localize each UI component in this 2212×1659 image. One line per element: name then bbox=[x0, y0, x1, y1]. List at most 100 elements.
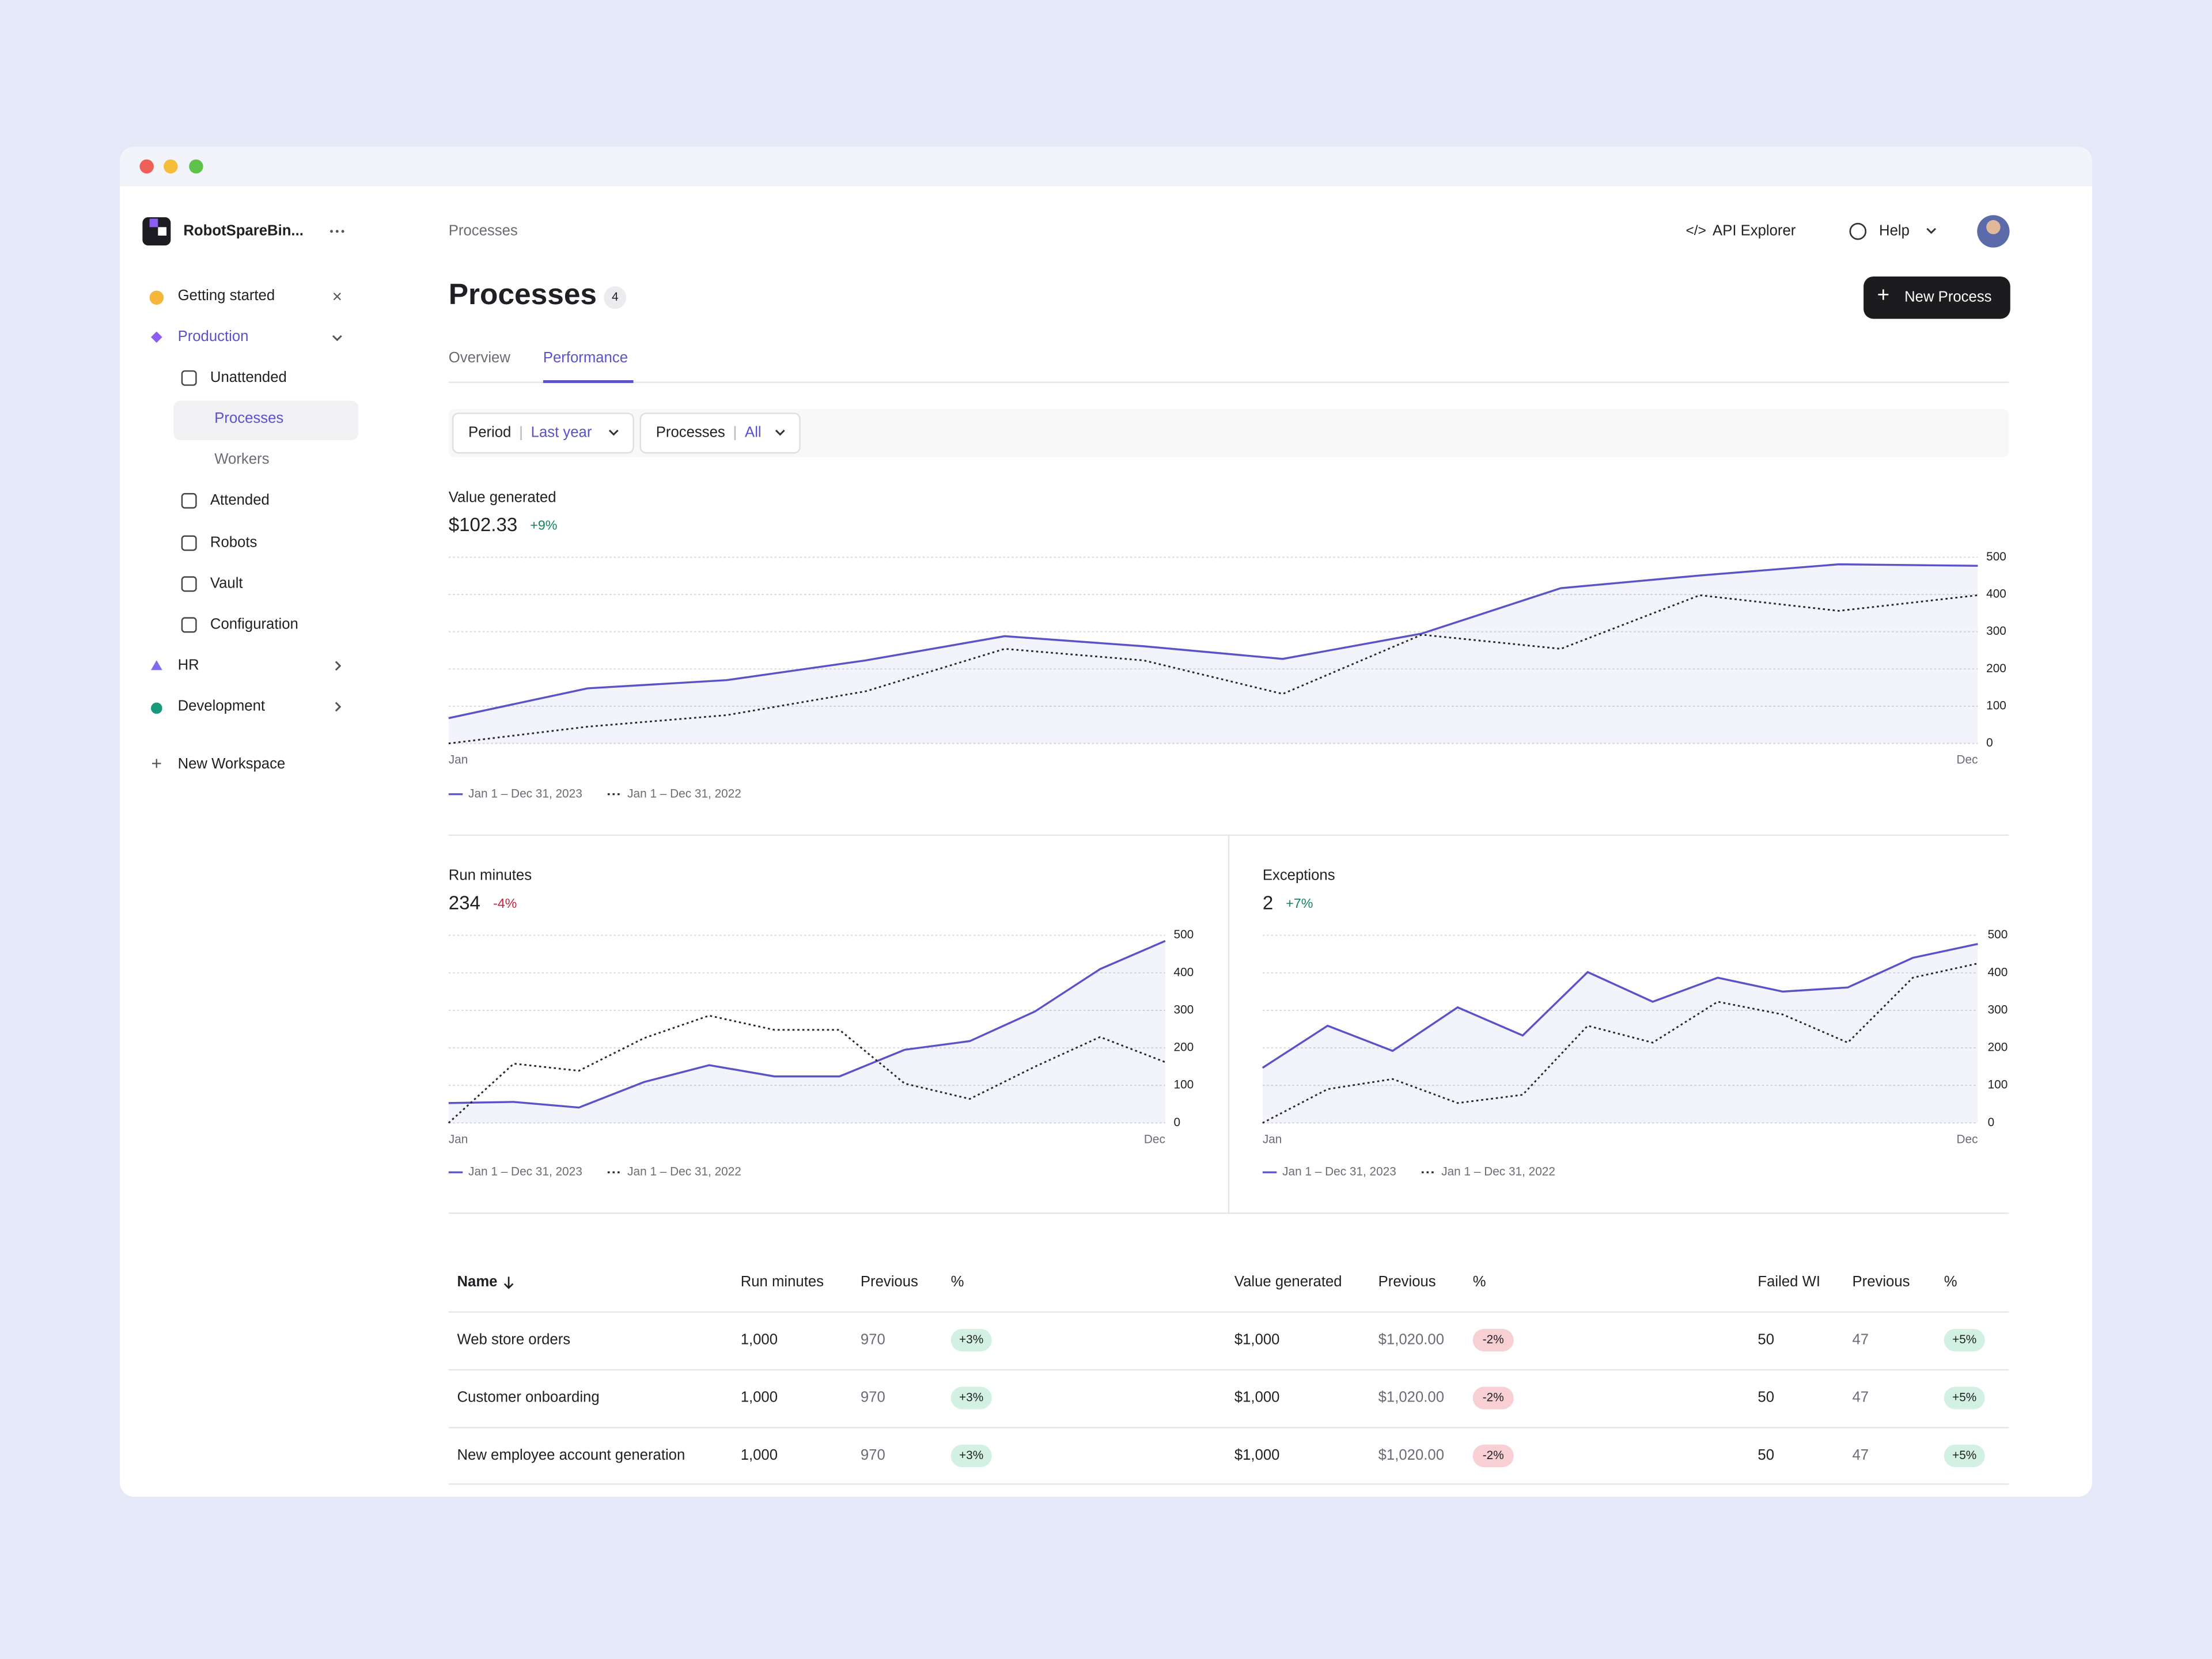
chart-title: Value generated bbox=[449, 489, 556, 505]
change-value: -2% bbox=[1483, 1391, 1504, 1404]
active-item-bg bbox=[173, 400, 359, 441]
nav-item[interactable]: Unattended bbox=[210, 369, 287, 385]
nav-item[interactable]: Robots bbox=[210, 535, 257, 551]
cell: $1,020.00 bbox=[1378, 1331, 1444, 1347]
nav-item[interactable]: Processes bbox=[214, 410, 283, 426]
nav-item[interactable]: HR bbox=[178, 657, 199, 673]
change-pill bbox=[950, 1328, 992, 1352]
page-title: Processes bbox=[449, 277, 597, 310]
y-tick-label: 200 bbox=[1174, 1041, 1194, 1054]
minimize-button[interactable] bbox=[164, 159, 178, 174]
chevron bbox=[335, 661, 342, 671]
column-header: Failed WI bbox=[1758, 1274, 1820, 1290]
nav-item[interactable]: New Workspace bbox=[178, 756, 286, 772]
change-pill bbox=[950, 1387, 992, 1410]
window bbox=[120, 146, 2092, 1497]
count: 4 bbox=[612, 290, 619, 304]
plus-icon: + bbox=[1877, 283, 1889, 306]
y-tick-label: 0 bbox=[1174, 1116, 1181, 1129]
change-pill bbox=[1944, 1387, 1985, 1410]
nav-icon bbox=[181, 493, 197, 509]
y-tick-label: 400 bbox=[1988, 965, 2008, 979]
column-header[interactable]: Name bbox=[457, 1274, 497, 1290]
nav-item[interactable]: Getting started bbox=[178, 287, 275, 304]
cell: $1,020.00 bbox=[1378, 1447, 1444, 1463]
filter-value: Last year bbox=[531, 425, 592, 441]
column-header: Previous bbox=[1853, 1274, 1910, 1290]
filter-dropdown[interactable] bbox=[452, 412, 634, 454]
cell: 1,000 bbox=[741, 1389, 778, 1406]
api-explorer[interactable]: API Explorer bbox=[1713, 222, 1796, 238]
chart-change: +7% bbox=[1286, 896, 1313, 911]
workspace-name[interactable]: RobotSpareBin... bbox=[183, 222, 303, 238]
x-tick-label: Dec bbox=[1144, 1132, 1165, 1146]
zoom-button[interactable] bbox=[189, 159, 203, 174]
y-tick-label: 500 bbox=[1986, 550, 2006, 563]
line bbox=[448, 594, 1978, 745]
more-icon[interactable] bbox=[330, 230, 344, 233]
legend-label: Jan 1 – Dec 31, 2022 bbox=[1441, 1165, 1555, 1179]
cell: 47 bbox=[1853, 1447, 1869, 1463]
area bbox=[448, 941, 1165, 1123]
plus-icon: + bbox=[151, 753, 162, 774]
nav-item[interactable]: Development bbox=[178, 698, 265, 714]
legend-label: Jan 1 – Dec 31, 2022 bbox=[627, 787, 741, 800]
x-tick-label: Dec bbox=[1956, 753, 1978, 767]
cell[interactable]: Customer onboarding bbox=[457, 1389, 599, 1406]
dot-icon bbox=[151, 702, 162, 714]
cell: 1,000 bbox=[741, 1331, 778, 1347]
chart-value: 2 bbox=[1263, 893, 1273, 914]
cell[interactable]: New employee account generation bbox=[457, 1447, 685, 1463]
chart-title: Exceptions bbox=[1263, 868, 1335, 884]
line bbox=[1262, 942, 1978, 1069]
y-tick-label: 200 bbox=[1988, 1041, 2008, 1054]
api-icon: </> bbox=[1686, 223, 1706, 238]
cell: 50 bbox=[1758, 1447, 1774, 1463]
cell: 47 bbox=[1853, 1331, 1869, 1347]
chevron bbox=[332, 335, 342, 342]
new-process-button[interactable] bbox=[1863, 276, 2010, 319]
y-tick-label: 300 bbox=[1988, 1003, 2008, 1016]
cell[interactable]: Web store orders bbox=[457, 1331, 570, 1347]
nav-item[interactable]: Attended bbox=[210, 492, 270, 508]
sort-icon bbox=[503, 1277, 514, 1289]
nav-icon bbox=[181, 576, 197, 592]
cell: 970 bbox=[861, 1389, 885, 1406]
cell: $1,020.00 bbox=[1378, 1389, 1444, 1406]
title-bar bbox=[120, 146, 2092, 187]
nav-item[interactable]: Production bbox=[178, 328, 249, 344]
new-process-label: New Process bbox=[1904, 289, 1991, 305]
chart-change: -4% bbox=[493, 896, 517, 911]
tab[interactable]: Overview bbox=[449, 350, 511, 366]
breadcrumb[interactable]: Processes bbox=[449, 222, 518, 238]
change-value: +5% bbox=[1952, 1333, 1976, 1346]
legend-label: Jan 1 – Dec 31, 2023 bbox=[468, 787, 582, 800]
legend-label: Jan 1 – Dec 31, 2023 bbox=[468, 1165, 582, 1179]
change-pill bbox=[950, 1444, 992, 1467]
nav-item[interactable]: Configuration bbox=[210, 616, 298, 632]
y-tick-label: 400 bbox=[1174, 965, 1194, 979]
help[interactable]: Help bbox=[1879, 222, 1910, 238]
column-header: Value generated bbox=[1234, 1274, 1342, 1290]
filter-value: All bbox=[745, 425, 762, 441]
nav-icon bbox=[181, 617, 197, 633]
close-button[interactable] bbox=[139, 159, 154, 174]
filter-label: Processes bbox=[656, 425, 725, 441]
change-pill bbox=[1472, 1444, 1514, 1467]
help-icon bbox=[1849, 222, 1867, 240]
close-icon: × bbox=[332, 287, 342, 306]
y-tick-label: 300 bbox=[1174, 1003, 1194, 1016]
column-header: Previous bbox=[1378, 1274, 1436, 1290]
filter-bar bbox=[448, 409, 2009, 457]
y-tick-label: 100 bbox=[1986, 699, 2006, 712]
workspace-logo bbox=[142, 217, 171, 246]
filter-dropdown[interactable] bbox=[639, 412, 801, 454]
y-tick-label: 100 bbox=[1988, 1078, 2008, 1092]
chevron bbox=[608, 429, 619, 436]
nav-icon bbox=[181, 535, 197, 551]
nav-item[interactable]: Vault bbox=[210, 575, 243, 592]
y-tick-label: 100 bbox=[1174, 1078, 1194, 1092]
change-pill bbox=[1472, 1387, 1514, 1410]
tab-active[interactable]: Performance bbox=[543, 350, 628, 366]
nav-item[interactable]: Workers bbox=[214, 451, 269, 467]
